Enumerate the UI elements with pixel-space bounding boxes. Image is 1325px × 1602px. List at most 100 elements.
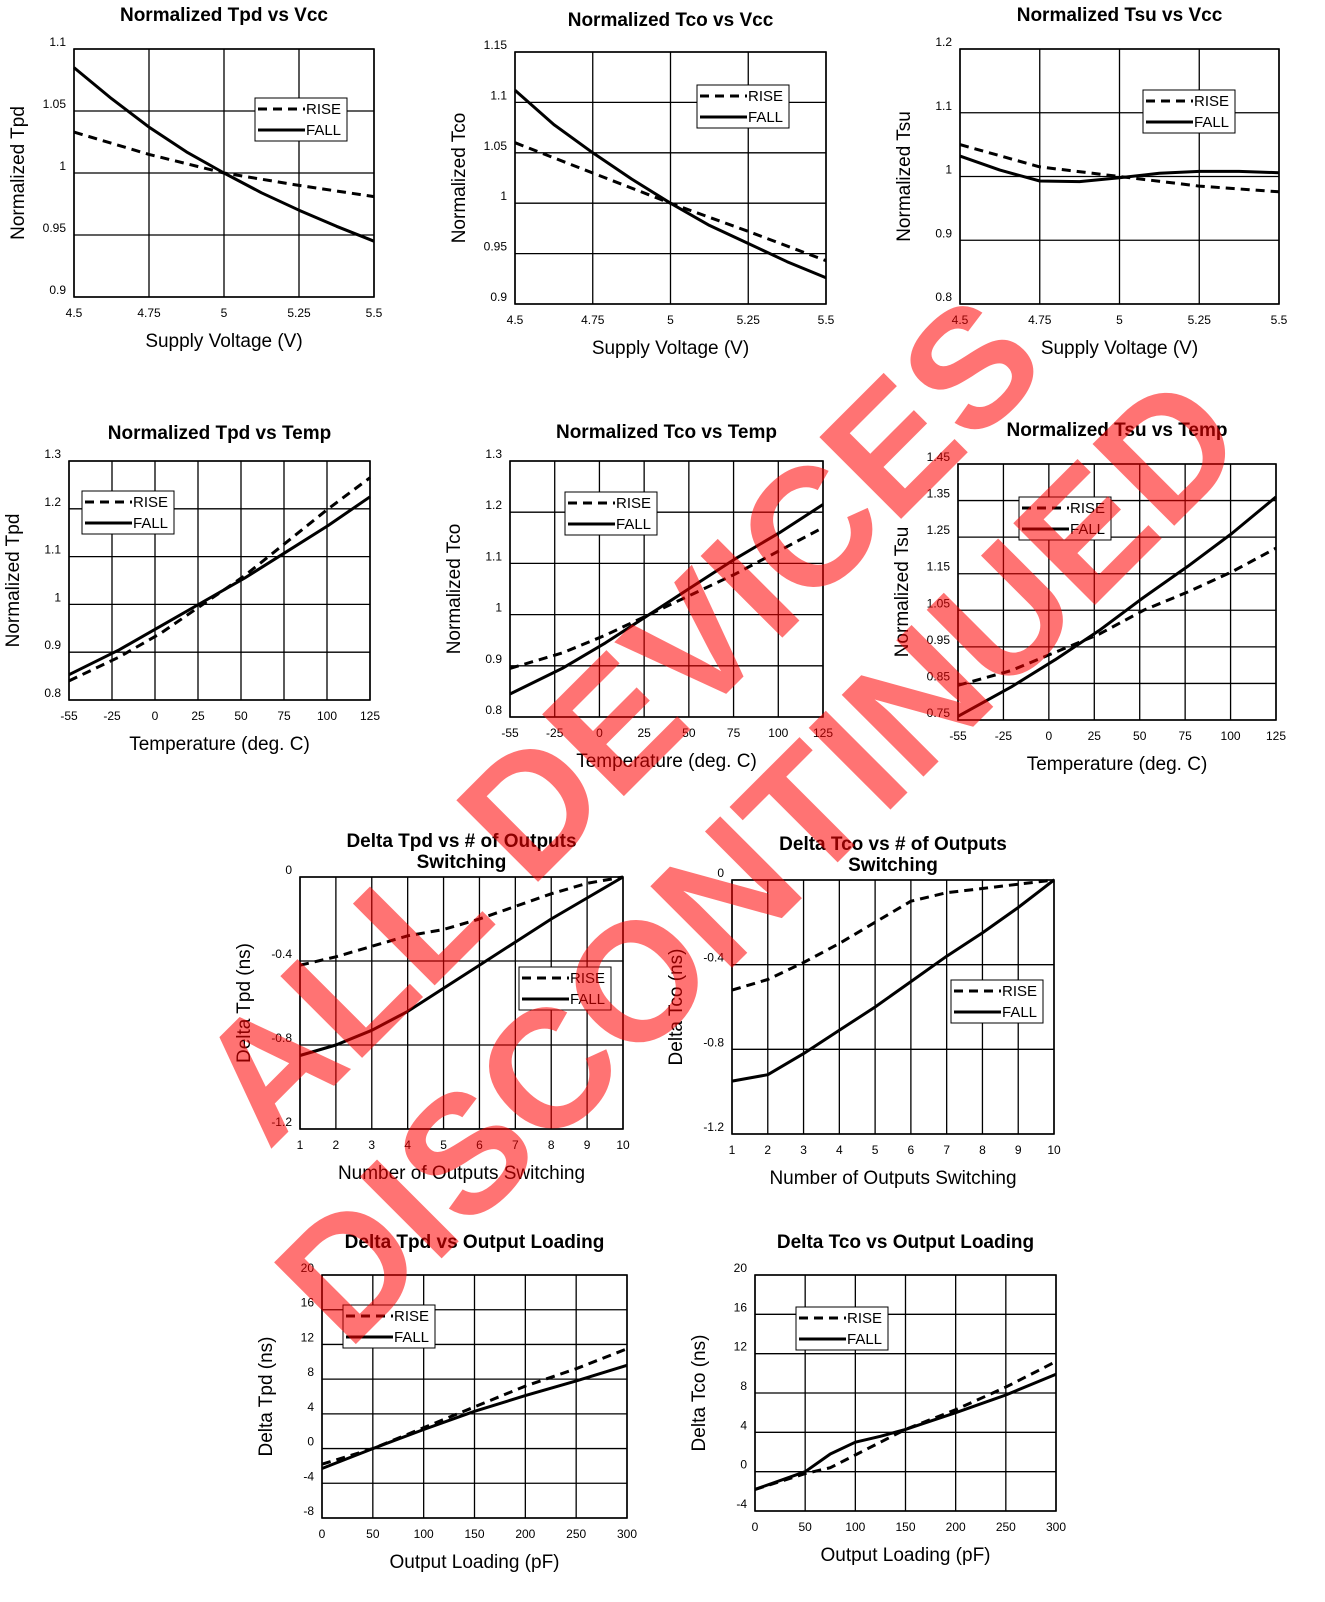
x-tick-label: 5.5 [366, 306, 383, 320]
y-tick-label: 20 [301, 1261, 315, 1275]
y-tick-label: 1.05 [43, 97, 67, 111]
x-tick-label: 125 [813, 726, 833, 740]
y-tick-label: 1.05 [927, 596, 951, 610]
chart-5: Normalized Tco vs Temp -55 -25 0 25 50 75 100 12… [444, 422, 833, 772]
x-tick-label: 300 [1046, 1520, 1066, 1534]
y-tick-label: 1.1 [490, 88, 507, 102]
x-tick-label: 300 [617, 1527, 637, 1541]
x-tick-label: 1 [729, 1143, 736, 1157]
y-tick-label: 1.3 [44, 447, 61, 461]
plot-frame [299, 876, 624, 1130]
legend-box [254, 97, 348, 142]
series-line-fall [514, 89, 827, 280]
x-tick-label: 2 [333, 1138, 340, 1152]
x-tick-label: 100 [317, 709, 337, 723]
x-tick-label: -55 [501, 726, 519, 740]
x-axis-label: Number of Outputs Switching [338, 1163, 585, 1184]
legend-label-fall: FALL [133, 515, 168, 532]
legend-label-rise: RISE [847, 1310, 882, 1327]
x-tick-label: 200 [946, 1520, 966, 1534]
y-axis-label: Delta Tpd (ns) [234, 943, 255, 1063]
chart-title: Normalized Tpd vs Vcc [120, 5, 328, 26]
y-tick-label: 16 [734, 1300, 748, 1314]
y-tick-label: 20 [734, 1261, 748, 1275]
y-tick-label: 0.9 [44, 638, 61, 652]
y-tick-label: 1.25 [927, 523, 951, 537]
x-tick-label: 4.5 [952, 313, 969, 327]
y-tick-label: 0.8 [485, 703, 502, 717]
x-tick-label: 4.75 [1028, 313, 1052, 327]
y-tick-label: 0 [717, 866, 724, 880]
y-tick-label: -1.2 [271, 1115, 292, 1129]
y-tick-label: -4 [736, 1497, 747, 1511]
y-tick-label: -0.4 [271, 947, 292, 961]
x-tick-label: 8 [979, 1143, 986, 1157]
y-tick-label: 1 [59, 159, 66, 173]
y-tick-label: 1.2 [935, 35, 952, 49]
chart-4: Normalized Tpd vs Temp -55 -25 0 25 50 75 100 12… [3, 423, 380, 755]
x-tick-label: 3 [368, 1138, 375, 1152]
x-tick-label: 75 [277, 709, 291, 723]
y-tick-label: 0.9 [49, 283, 66, 297]
series-line-fall [73, 66, 375, 243]
legend-box [1142, 89, 1236, 134]
y-tick-label: -4 [303, 1469, 314, 1483]
y-tick-label: -1.2 [703, 1120, 724, 1134]
series-line-rise [754, 1360, 1057, 1491]
chart-title: Delta Tpd vs Output Loading [345, 1232, 605, 1253]
x-tick-label: 0 [752, 1520, 759, 1534]
legend-label-fall: FALL [1194, 114, 1229, 131]
x-axis-label: Temperature (deg. C) [1027, 754, 1208, 775]
series-line-rise [959, 143, 1280, 194]
x-tick-label: 200 [515, 1527, 535, 1541]
x-tick-label: 6 [476, 1138, 483, 1152]
legend-label-rise: RISE [306, 101, 341, 118]
x-tick-label: 5.5 [1271, 313, 1288, 327]
x-tick-label: 5.25 [737, 313, 761, 327]
x-tick-label: 0 [319, 1527, 326, 1541]
x-tick-label: 9 [1015, 1143, 1022, 1157]
series-line-rise [731, 878, 1055, 992]
series-line-fall [68, 495, 371, 677]
x-axis-label: Temperature (deg. C) [129, 734, 310, 755]
legend-label-fall: FALL [748, 109, 783, 126]
legend-box [342, 1304, 436, 1349]
legend: RISE FALL [518, 966, 612, 1011]
legend-label-rise: RISE [394, 1308, 429, 1325]
x-tick-label: 0 [152, 709, 159, 723]
chart-3: Normalized Tsu vs Vcc 4.5 4.75 5 5.25 5.5 0.8 0… [894, 5, 1288, 359]
x-axis-label: Output Loading (pF) [389, 1552, 559, 1573]
x-tick-label: 125 [360, 709, 380, 723]
y-tick-label: 1.45 [927, 450, 951, 464]
y-tick-label: 1.1 [49, 35, 66, 49]
x-tick-label: 50 [798, 1520, 812, 1534]
y-tick-label: 0.9 [485, 652, 502, 666]
y-tick-label: 4 [307, 1400, 314, 1414]
chart-6: Normalized Tsu vs Temp -55 -25 0 25 50 75 100 12… [892, 420, 1286, 775]
x-tick-label: 5 [221, 306, 228, 320]
y-tick-label: 1.1 [935, 99, 952, 113]
x-axis-label: Supply Voltage (V) [592, 338, 749, 359]
plot-frame [73, 48, 375, 298]
series-line-rise [299, 875, 624, 967]
legend-label-fall: FALL [306, 122, 341, 139]
chart-title: Normalized Tpd vs Temp [108, 423, 331, 444]
x-tick-label: 5 [667, 313, 674, 327]
x-tick-label: 100 [414, 1527, 434, 1541]
x-tick-label: 50 [682, 726, 696, 740]
x-tick-label: 3 [800, 1143, 807, 1157]
x-tick-label: -25 [995, 729, 1013, 743]
y-tick-label: 12 [734, 1340, 748, 1354]
series-line-rise [957, 546, 1277, 687]
y-tick-label: 1 [945, 163, 952, 177]
y-tick-label: 1 [500, 189, 507, 203]
x-axis-label: Temperature (deg. C) [576, 751, 757, 772]
legend-label-fall: FALL [616, 516, 651, 533]
y-tick-label: 0.95 [927, 633, 951, 647]
x-tick-label: 5.25 [287, 306, 311, 320]
legend-label-fall: FALL [1070, 521, 1105, 538]
series-line-fall [957, 495, 1277, 718]
x-tick-label: 6 [908, 1143, 915, 1157]
y-tick-label: 0.95 [43, 221, 67, 235]
